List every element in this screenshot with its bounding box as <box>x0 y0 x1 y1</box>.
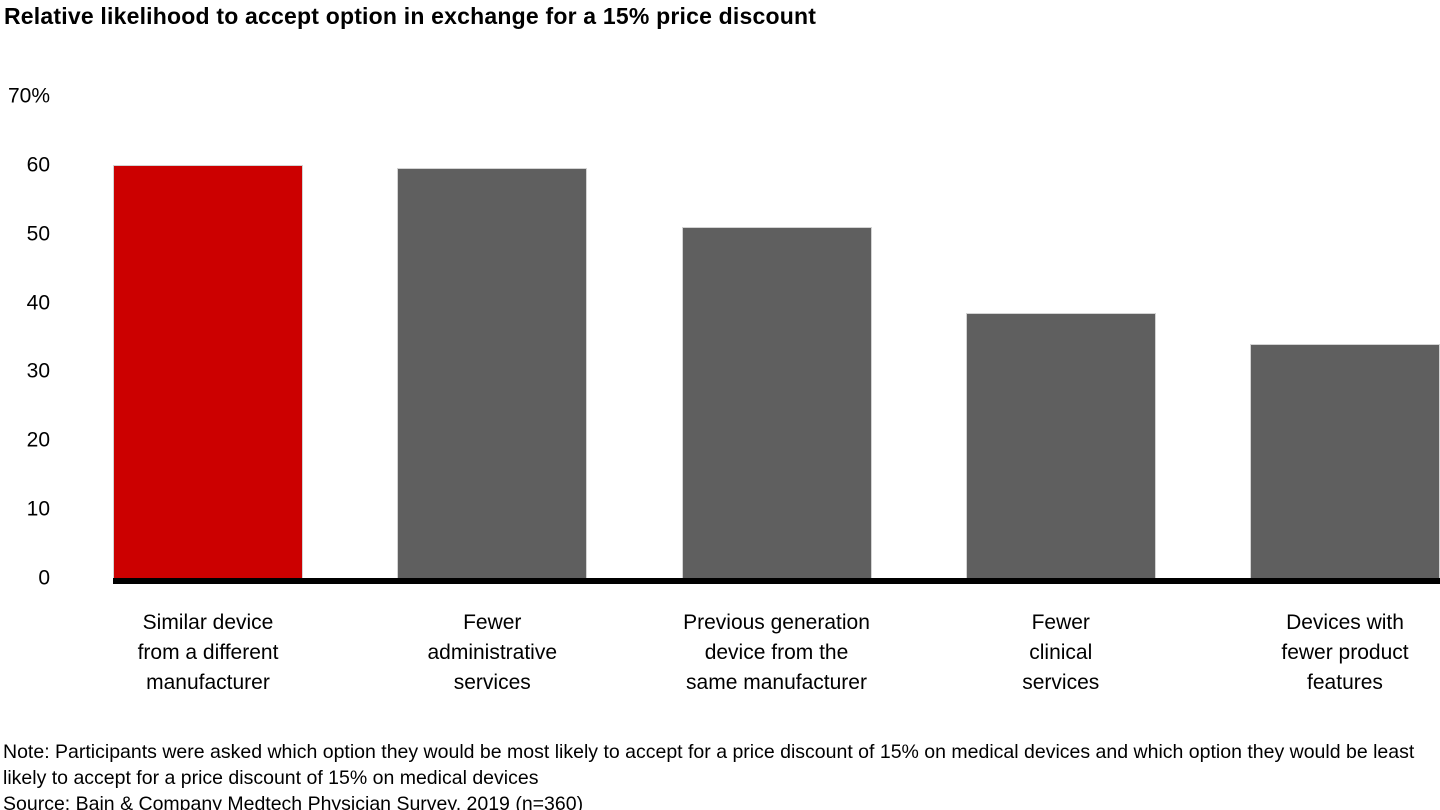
category-label-line: device from the <box>704 641 849 664</box>
source-text: Source: Bain & Company Medtech Physician… <box>3 793 584 810</box>
y-tick-label: 0 <box>38 566 50 590</box>
bar-5 <box>1250 343 1440 578</box>
category-label-1: Similar device from a different manufactur… <box>66 608 350 698</box>
category-label-line: same manufacturer <box>686 671 867 694</box>
category-label-line: manufacturer <box>146 671 270 694</box>
category-label-5: Devices with fewer product features <box>1203 608 1440 698</box>
category-label-line: from a different <box>137 641 279 664</box>
bar-4 <box>965 312 1156 578</box>
y-tick-label: 30 <box>26 359 50 383</box>
bar-1 <box>113 164 303 578</box>
y-tick-label: 10 <box>26 497 50 521</box>
footnotes: Note: Participants were asked which opti… <box>3 739 1437 810</box>
bar-2 <box>397 168 588 578</box>
bar-3 <box>681 226 872 578</box>
chart-title: Relative likelihood to accept option in … <box>4 3 817 29</box>
y-tick-label: 40 <box>26 291 50 315</box>
note-text: Note: Participants were asked which opti… <box>3 741 1415 789</box>
x-axis-line <box>113 578 1440 584</box>
category-label-3: Previous generation device from the same m… <box>635 608 919 698</box>
category-label-line: Similar device <box>142 611 274 634</box>
category-label-4: Fewer clinical services <box>919 608 1203 698</box>
category-label-line: Previous generation <box>683 611 870 634</box>
category-label-line: services <box>1022 671 1100 694</box>
category-label-line: Fewer <box>463 611 522 634</box>
y-tick-label: 50 <box>26 222 50 246</box>
category-label-2: Fewer administrative services <box>350 608 634 698</box>
category-label-line: features <box>1307 671 1383 694</box>
y-tick-label: 20 <box>26 428 50 452</box>
y-tick-label: 60 <box>26 153 50 177</box>
category-label-line: fewer product <box>1281 641 1409 664</box>
category-label-line: Devices with <box>1286 611 1404 634</box>
category-label-line: services <box>453 671 531 694</box>
category-label-line: administrative <box>427 641 558 664</box>
category-label-line: clinical <box>1029 641 1093 664</box>
y-tick-label: 70% <box>7 84 50 108</box>
category-label-line: Fewer <box>1031 611 1090 634</box>
